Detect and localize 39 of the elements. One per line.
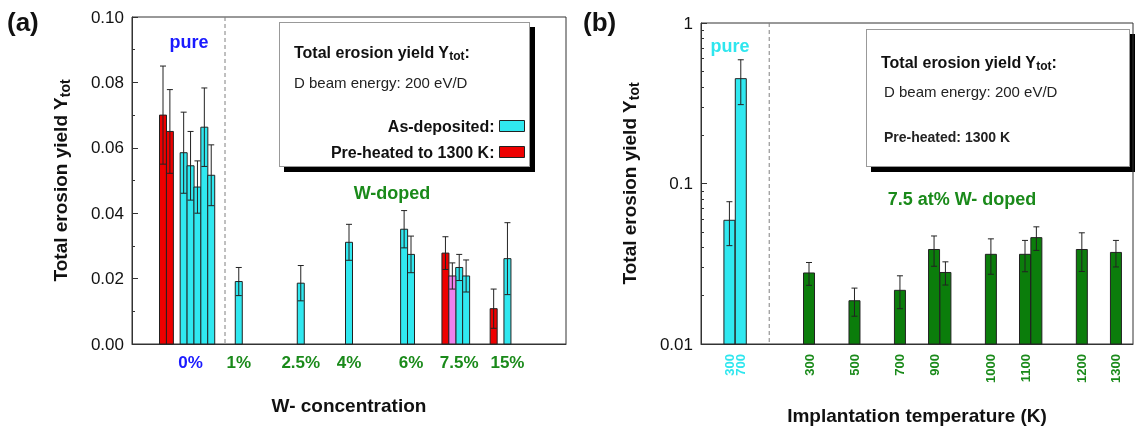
x-tick-label: 1% bbox=[226, 353, 252, 372]
annotation: 7.5 at% W- doped bbox=[887, 189, 1037, 209]
y-axis-title: Total erosion yield Ytot bbox=[49, 79, 73, 282]
chart-title: (b) bbox=[583, 7, 617, 37]
annotation: D beam energy: 200 eV/D bbox=[294, 73, 468, 91]
y-tick-label: 0.01 bbox=[659, 334, 693, 354]
legend-label: Pre-heated to 1300 K: bbox=[330, 143, 495, 161]
y-tick-label: 0.1 bbox=[669, 174, 693, 193]
legend-label: As-deposited: bbox=[387, 117, 495, 135]
x-tick-label: 15% bbox=[490, 353, 525, 372]
annotation: Pre-heated: 1300 K bbox=[884, 129, 1011, 145]
y-tick-label: 0.10 bbox=[90, 7, 124, 27]
y-tick-label: 0.02 bbox=[90, 269, 124, 289]
x-tick-label: 1000 bbox=[983, 354, 999, 383]
y-tick-label: 0.06 bbox=[90, 138, 124, 158]
x-tick-label: 900 bbox=[926, 354, 942, 376]
x-tick-label: 0% bbox=[178, 353, 203, 372]
x-tick-label: 4% bbox=[336, 353, 362, 372]
x-tick-label: 7.5% bbox=[439, 353, 479, 372]
annotation: pure bbox=[710, 36, 750, 56]
x-tick-label: 500 bbox=[846, 354, 862, 376]
x-tick-label: 300 bbox=[801, 354, 817, 376]
annotation: D beam energy: 200 eV/D bbox=[884, 82, 1058, 100]
x-axis-title: Implantation temperature (K) bbox=[787, 405, 1047, 426]
y-tick-label: 0.08 bbox=[90, 72, 124, 92]
annotation: W-doped bbox=[353, 183, 431, 203]
chart-title: (a) bbox=[7, 7, 39, 37]
y-tick-label: 0.00 bbox=[90, 334, 124, 354]
x-axis-title: W- concentration bbox=[271, 395, 427, 416]
y-axis-title: Total erosion yield Ytot bbox=[618, 82, 642, 285]
y-tick-label: 1 bbox=[683, 13, 693, 33]
x-tick-label: 6% bbox=[398, 353, 424, 372]
x-tick-label: 1300 bbox=[1108, 354, 1124, 383]
annotation: pure bbox=[169, 32, 209, 52]
y-tick-label: 0.04 bbox=[90, 203, 124, 223]
x-tick-label: 2.5% bbox=[281, 353, 321, 372]
x-tick-label: 1200 bbox=[1074, 354, 1090, 383]
x-tick-label: 1100 bbox=[1017, 354, 1033, 383]
x-tick-label: 700 bbox=[892, 354, 908, 376]
